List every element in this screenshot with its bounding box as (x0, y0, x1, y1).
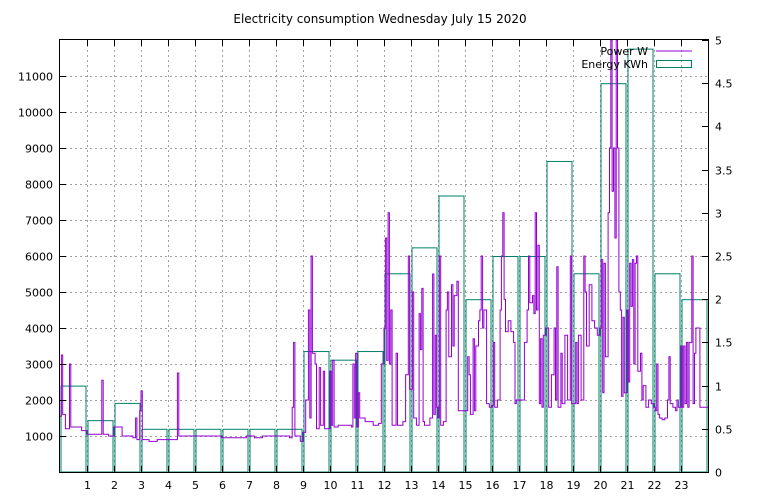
x-tick-label: 5 (192, 479, 199, 492)
legend-label-energy: Energy KWh (581, 58, 648, 71)
power-series-line (60, 39, 708, 442)
y2-tick-label: 2 (715, 294, 722, 307)
x-tick-label: 12 (378, 479, 392, 492)
x-tick-label: 2 (111, 479, 118, 492)
energy-bar (141, 428, 168, 473)
y2-tick-label: 4 (715, 121, 722, 134)
y-tick-label: 3000 (25, 359, 53, 372)
x-tick-label: 7 (246, 479, 253, 492)
y2-tick-label: 5 (715, 35, 722, 48)
y-tick-label: 4000 (25, 323, 53, 336)
energy-bar (654, 273, 681, 473)
y-tick-label: 5000 (25, 287, 53, 300)
plot-frame (59, 39, 709, 473)
energy-bar (330, 359, 357, 473)
power-line (60, 39, 708, 442)
x-tick-label: 21 (621, 479, 635, 492)
x-tick-label: 22 (648, 479, 662, 492)
energy-bar (87, 420, 114, 473)
y2-tick-label: 2.5 (715, 251, 733, 264)
y2-tick-label: 4.5 (715, 78, 733, 91)
y-tick-label: 11000 (18, 71, 53, 84)
x-tick-label: 6 (219, 479, 226, 492)
x-tick-label: 11 (351, 479, 365, 492)
y2-tick-label: 1 (715, 381, 722, 394)
x-tick-label: 17 (513, 479, 527, 492)
y2-tick-label: 0 (715, 467, 722, 480)
x-tick-label: 19 (567, 479, 581, 492)
energy-bar (222, 428, 249, 473)
x-tick-label: 18 (540, 479, 554, 492)
x-tick-label: 8 (273, 479, 280, 492)
x-tick-label: 13 (405, 479, 419, 492)
x-tick-label: 10 (324, 479, 338, 492)
energy-bar (546, 160, 573, 473)
energy-bar (60, 385, 87, 473)
y-tick-label: 10000 (18, 107, 53, 120)
legend-label-power: Power W (600, 45, 648, 58)
x-tick-label: 9 (300, 479, 307, 492)
energy-bar (600, 83, 627, 473)
x-tick-label: 4 (165, 479, 172, 492)
legend: Power W Energy KWh (581, 45, 692, 71)
y-tick-label: 8000 (25, 179, 53, 192)
y-tick-label: 7000 (25, 215, 53, 228)
x-tick-label: 16 (486, 479, 500, 492)
y2-tick-label: 3.5 (715, 165, 733, 178)
y2-tick-label: 1.5 (715, 337, 733, 350)
y-tick-label: 1000 (25, 431, 53, 444)
legend-swatch-energy (656, 60, 692, 68)
x-tick-label: 15 (459, 479, 473, 492)
y2-tick-label: 0.5 (715, 424, 733, 437)
energy-bar (411, 247, 438, 473)
y-tick-label: 2000 (25, 395, 53, 408)
y-tick-label: 6000 (25, 251, 53, 264)
y-tick-label: 9000 (25, 143, 53, 156)
x-tick-label: 23 (675, 479, 689, 492)
x-tick-label: 20 (594, 479, 608, 492)
y2-tick-label: 3 (715, 208, 722, 221)
x-tick-label: 1 (84, 479, 91, 492)
energy-bar (114, 402, 141, 473)
x-tick-label: 14 (432, 479, 446, 492)
energy-bar (357, 351, 384, 473)
chart-title: Electricity consumption Wednesday July 1… (233, 12, 526, 26)
axes: 1 2 3 4 5 6 7 8 9 10 11 12 13 14 15 16 17 18 19 20 21 22 23100… (18, 35, 733, 493)
x-tick-label: 3 (138, 479, 145, 492)
